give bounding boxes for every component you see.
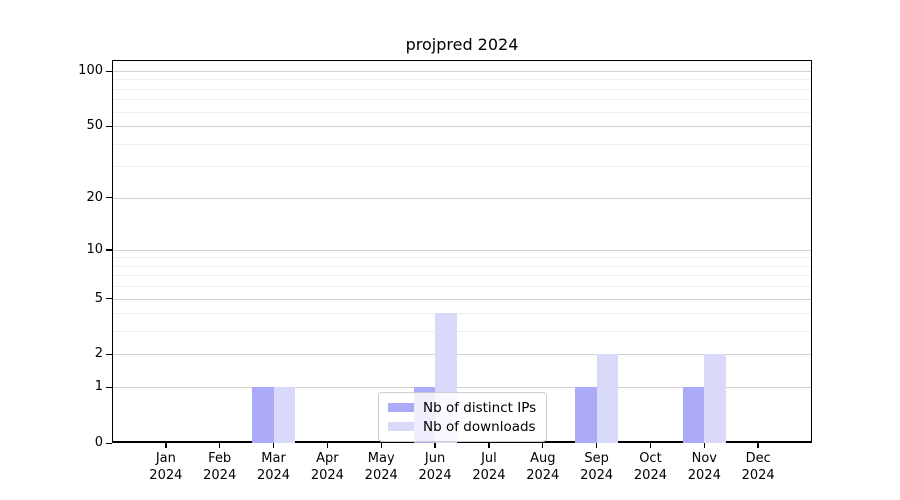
gridline-minor-3: [113, 331, 811, 333]
gridline-100: [113, 71, 811, 72]
x-tick-year-may: 2024: [364, 467, 398, 483]
x-tick-year-jun: 2024: [418, 467, 452, 483]
x-tick-jul: [488, 443, 490, 448]
gridline-minor-7: [113, 275, 811, 277]
x-tick-label-oct: Oct 2024: [633, 451, 667, 483]
bar-nb-of-downloads-sep-2024: [596, 354, 619, 443]
y-tick-label-5: 5: [94, 290, 103, 306]
x-tick-label-jun: Jun 2024: [418, 451, 452, 483]
y-tick-1: [106, 386, 112, 389]
legend-label-downloads: Nb of downloads: [423, 418, 536, 435]
y-tick-5: [106, 298, 112, 300]
y-tick-100: [106, 70, 112, 72]
x-tick-label-feb: Feb 2024: [203, 451, 237, 483]
x-tick-label-jan: Jan 2024: [149, 451, 183, 483]
y-tick-label-20: 20: [86, 189, 103, 205]
gridline-minor-9: [113, 257, 811, 259]
gridline-5: [113, 298, 811, 300]
gridline-1: [113, 387, 811, 389]
x-tick-oct: [649, 443, 652, 448]
x-tick-year-sep: 2024: [580, 467, 614, 483]
x-tick-label-may: May 2024: [364, 451, 398, 483]
x-tick-label-mar: Mar 2024: [256, 451, 291, 483]
x-tick-may: [380, 443, 382, 448]
gridline-minor-8: [113, 265, 811, 267]
x-tick-year-jul: 2024: [472, 467, 506, 483]
chart-title: projpred 2024: [405, 35, 519, 54]
x-tick-feb: [218, 443, 221, 448]
x-tick-year-jan: 2024: [149, 467, 183, 483]
bar-nb-of-distinct-ips-mar-2024: [252, 387, 274, 443]
x-tick-year-oct: 2024: [633, 467, 667, 483]
bar-nb-of-downloads-mar-2024: [273, 387, 296, 443]
y-tick-0: [106, 442, 112, 444]
plot-area: [112, 60, 812, 443]
y-tick-50: [106, 125, 112, 127]
y-tick-label-50: 50: [86, 118, 103, 134]
legend-item-distinct-ips: Nb of distinct IPs: [388, 398, 536, 417]
legend: Nb of distinct IPs Nb of downloads: [378, 392, 548, 442]
legend-item-downloads: Nb of downloads: [388, 417, 536, 436]
y-tick-label-1: 1: [94, 379, 103, 395]
x-tick-label-nov: Nov 2024: [687, 451, 721, 483]
x-tick-year-dec: 2024: [741, 467, 775, 483]
x-tick-jun: [434, 443, 436, 448]
gridline-minor-90: [113, 79, 811, 81]
x-tick-sep: [595, 443, 598, 448]
y-tick-2: [106, 353, 112, 356]
x-tick-mar: [272, 443, 275, 448]
y-tick-label-0: 0: [94, 435, 103, 450]
gridline-minor-30: [113, 166, 811, 168]
x-tick-label-aug: Aug 2024: [526, 451, 560, 483]
gridline-minor-60: [113, 111, 811, 113]
x-tick-nov: [703, 443, 705, 448]
x-tick-year-nov: 2024: [687, 467, 721, 483]
x-tick-year-feb: 2024: [203, 467, 237, 483]
gridline-minor-6: [113, 286, 811, 288]
x-tick-year-aug: 2024: [526, 467, 560, 483]
gridline-minor-70: [113, 99, 811, 101]
x-tick-label-dec: Dec 2024: [741, 451, 775, 483]
y-tick-label-2: 2: [94, 346, 103, 362]
gridline-20: [113, 197, 811, 199]
gridline-2: [113, 354, 811, 356]
x-tick-year-apr: 2024: [310, 467, 344, 483]
y-tick-label-100: 100: [78, 63, 103, 78]
y-tick-label-10: 10: [86, 241, 103, 257]
x-tick-year-mar: 2024: [256, 467, 291, 483]
bar-nb-of-distinct-ips-nov-2024: [682, 387, 705, 443]
gridline-50: [113, 126, 811, 128]
legend-label-distinct-ips: Nb of distinct IPs: [423, 399, 537, 416]
x-tick-jan: [165, 443, 167, 448]
bar-nb-of-downloads-nov-2024: [704, 354, 726, 443]
x-tick-dec: [757, 443, 759, 448]
gridline-minor-40: [113, 143, 811, 145]
gridline-10: [113, 249, 811, 251]
legend-swatch-distinct-ips-icon: [388, 403, 414, 412]
x-tick-label-apr: Apr 2024: [310, 451, 344, 483]
y-tick-20: [106, 197, 112, 199]
bar-nb-of-distinct-ips-sep-2024: [575, 387, 597, 443]
gridline-minor-80: [113, 88, 811, 90]
x-tick-aug: [542, 443, 544, 448]
x-tick-label-jul: Jul 2024: [472, 451, 506, 483]
x-tick-label-sep: Sep 2024: [580, 451, 614, 483]
gridline-minor-4: [113, 313, 811, 315]
x-tick-apr: [326, 443, 329, 448]
y-tick-10: [106, 249, 112, 251]
legend-swatch-downloads-icon: [388, 422, 414, 431]
